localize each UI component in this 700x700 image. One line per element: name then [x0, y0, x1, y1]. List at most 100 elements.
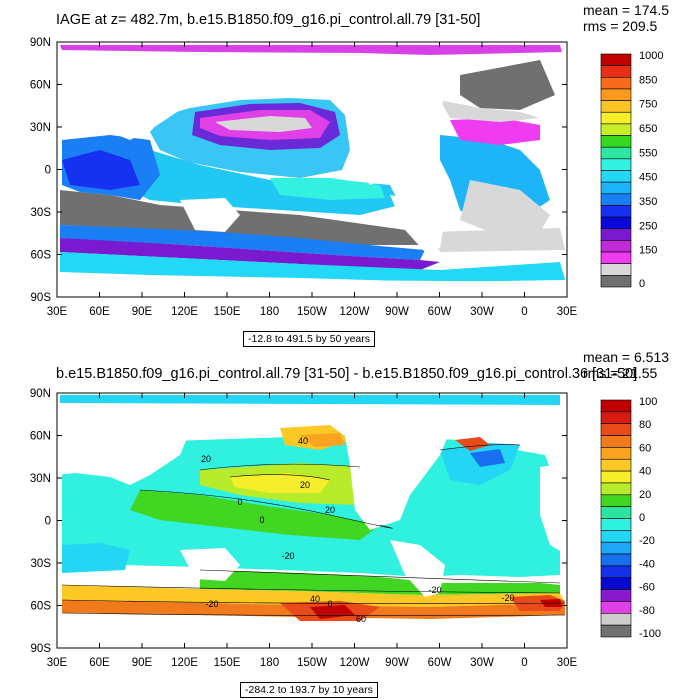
- colorbar-swatch: [600, 77, 632, 90]
- lon-tick-label: 60W: [428, 657, 452, 669]
- lat-tick-label: 0: [45, 165, 51, 177]
- lon-tick-label: 30E: [47, 657, 68, 669]
- lat-tick-label: 90S: [31, 643, 52, 655]
- colorbar-swatch: [600, 530, 632, 543]
- lat-tick-label: 90N: [30, 388, 51, 400]
- lat-tick-label: 60N: [30, 80, 51, 92]
- colorbar-label: 80: [639, 419, 651, 431]
- lat-tick-label: 30N: [30, 473, 51, 485]
- colorbar-swatch: [600, 216, 632, 230]
- colorbar-label: -100: [639, 628, 661, 640]
- lon-tick-label: 180: [260, 657, 279, 669]
- colorbar-swatch: [600, 518, 632, 531]
- contour-label: 20: [201, 454, 211, 464]
- colorbar-label: -20: [639, 535, 655, 547]
- colorbar-swatch: [600, 275, 632, 288]
- colorbar-swatch: [600, 170, 632, 183]
- colorbar-label: 0: [639, 512, 645, 524]
- contour-label: -20: [281, 551, 294, 561]
- colorbar-swatch: [600, 411, 632, 424]
- colorbar-label: 20: [639, 489, 651, 501]
- lon-tick-label: 30W: [470, 306, 494, 318]
- lat-tick-label: 30S: [31, 558, 52, 570]
- colorbar-swatch: [600, 470, 632, 484]
- panel1-mean: mean = 174.5: [583, 2, 670, 18]
- colorbar-label: 0: [639, 278, 645, 290]
- lat-tick-label: 60S: [31, 601, 52, 613]
- colorbar-swatch: [600, 251, 632, 265]
- colorbar-swatch: [600, 193, 632, 206]
- colorbar-label: 550: [639, 147, 657, 159]
- lon-tick-label: 120E: [171, 306, 198, 318]
- colorbar-label: 60: [639, 442, 651, 454]
- contour-label: 40: [310, 594, 320, 604]
- colorbar-swatch: [600, 506, 632, 519]
- lon-tick-label: 0: [521, 306, 527, 318]
- lon-tick-label: 150W: [297, 657, 327, 669]
- colorbar-label: 850: [639, 74, 657, 86]
- contour-label: 40: [298, 436, 308, 446]
- colorbar-swatch: [600, 53, 632, 66]
- contour-label: -20: [501, 593, 514, 603]
- lon-tick-label: 150E: [214, 306, 241, 318]
- colorbar-swatch: [600, 228, 632, 241]
- colorbar-swatch: [600, 482, 632, 496]
- colorbar-label: 40: [639, 466, 651, 478]
- panel2-range-label: -284.2 to 193.7 by 10 years: [240, 682, 378, 698]
- colorbar-swatch: [600, 205, 632, 218]
- panel1-map: 90N 60N 30N 0 30S 60S 90S 30E 60E 90E 120E 150E 180…: [30, 37, 664, 318]
- lon-tick-label: 90E: [132, 657, 153, 669]
- colorbar-swatch: [600, 181, 632, 195]
- colorbar-swatch: [600, 135, 632, 148]
- colorbar-swatch: [600, 423, 632, 436]
- lon-tick-label: 90E: [132, 306, 153, 318]
- colorbar-swatch: [600, 123, 632, 136]
- colorbar-swatch: [600, 146, 632, 160]
- lon-tick-label: 120E: [171, 657, 198, 669]
- contour-label: 20: [325, 505, 335, 515]
- colorbar-label: 350: [639, 196, 657, 208]
- panel1-title: IAGE at z= 482.7m, b.e15.B1850.f09_g16.p…: [56, 12, 481, 28]
- panel1-rms: rms = 209.5: [583, 18, 658, 34]
- colorbar-label: 1000: [639, 50, 663, 62]
- colorbar-label: 150: [639, 245, 657, 257]
- colorbar-label: -60: [639, 582, 655, 594]
- colorbar-swatch: [600, 65, 632, 78]
- lat-tick-label: 90N: [30, 37, 51, 49]
- colorbar-label: 650: [639, 123, 657, 135]
- lon-tick-label: 150W: [297, 306, 327, 318]
- lon-tick-label: 0: [521, 657, 527, 669]
- lat-tick-label: 60N: [30, 431, 51, 443]
- colorbar-label: 100: [639, 396, 657, 408]
- colorbar-label: 450: [639, 172, 657, 184]
- panel2-mean: mean = 6.513: [583, 349, 670, 365]
- lat-tick-label: 30S: [31, 207, 52, 219]
- lon-tick-label: 30E: [557, 306, 578, 318]
- lon-tick-label: 180: [260, 306, 279, 318]
- panel2-axes: 90N 60N 30N 0 30S 60S 90S 30E 60E 90E 120E 150E 180…: [30, 388, 578, 669]
- panel2-colorbar: 100 80 60 40 20 0 -20 -40 -60 -80 -100: [600, 396, 661, 640]
- lat-tick-label: 60S: [31, 250, 52, 262]
- lon-tick-label: 120W: [339, 657, 369, 669]
- colorbar-swatch: [600, 624, 632, 638]
- lat-tick-label: 90S: [31, 292, 52, 304]
- panel2-title: b.e15.B1850.f09_g16.pi_control.all.79 [3…: [56, 366, 638, 382]
- colorbar-swatch: [600, 565, 632, 579]
- colorbar-swatch: [600, 111, 632, 125]
- panel2-map: 40 20 20 0 20 0 -20 0 -20 40 60 -20 -20 90N 60N 30N 0 30…: [30, 388, 661, 669]
- contour-label: 0: [327, 599, 332, 609]
- colorbar-swatch: [600, 447, 632, 460]
- colorbar-swatch: [600, 263, 632, 276]
- contour-label: 60: [356, 614, 366, 624]
- contour-label: 0: [237, 497, 242, 507]
- lon-tick-label: 60E: [89, 306, 110, 318]
- colorbar-swatch: [600, 612, 632, 626]
- colorbar-swatch: [600, 541, 632, 555]
- colorbar-swatch: [600, 158, 632, 171]
- colorbar-swatch: [600, 553, 632, 567]
- lat-tick-label: 30N: [30, 122, 51, 134]
- colorbar-swatch: [600, 601, 632, 614]
- colorbar-swatch: [600, 577, 632, 590]
- lon-tick-label: 90W: [385, 306, 409, 318]
- lon-tick-label: 150E: [214, 657, 241, 669]
